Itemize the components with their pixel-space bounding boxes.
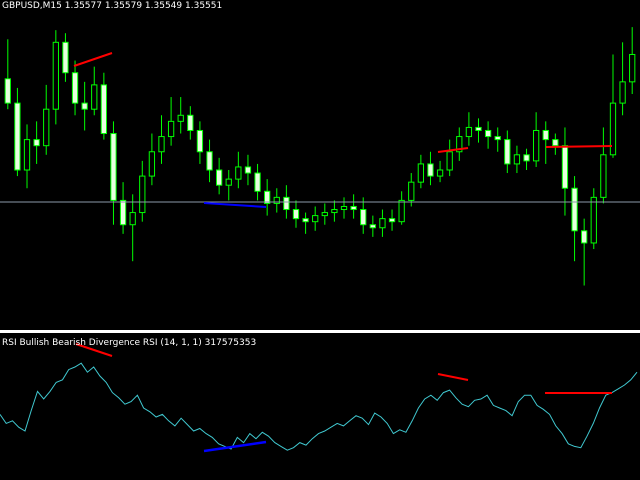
candle-body [408, 181, 415, 201]
main-divergence-lines [73, 52, 613, 208]
candle-body [350, 205, 357, 211]
candle-body [302, 218, 309, 223]
candle-body [542, 129, 549, 141]
candle-body [331, 209, 338, 214]
ohlc-values: 1.35577 1.35579 1.35549 1.35551 [64, 1, 223, 11]
candle-body [504, 139, 511, 165]
bullish-divergence-line [203, 440, 267, 453]
candle-body [254, 172, 261, 192]
candle-body [321, 212, 328, 217]
candle-body [110, 133, 117, 201]
candle-body [571, 187, 578, 232]
candlestick-series [4, 27, 636, 286]
candle-body [465, 126, 473, 138]
candle-body [71, 72, 79, 104]
candle-body [206, 151, 213, 171]
candle-body [484, 129, 492, 138]
candle-body [43, 108, 50, 147]
candle-body [81, 102, 88, 110]
candle-body [552, 139, 559, 147]
candle-body [292, 209, 300, 220]
candle-body [456, 136, 463, 153]
candle-body [379, 218, 386, 229]
candle-body [398, 199, 405, 223]
candle-body [283, 196, 290, 211]
candle-body [360, 209, 367, 226]
candle-body [264, 190, 271, 204]
candle-body [62, 41, 69, 74]
indicator-window-title: RSI Bullish Bearish Divergence RSI (14, … [2, 338, 257, 348]
main-window-header: GBPUSD,M15 1.35577 1.35579 1.35549 1.355… [2, 1, 222, 11]
candle-body [235, 166, 242, 180]
bearish-divergence-line [545, 145, 613, 148]
candle-body [513, 154, 521, 165]
bearish-divergence-line [437, 147, 469, 153]
bearish-divergence-line [73, 52, 113, 67]
candle-body [33, 139, 40, 147]
candle-body [244, 166, 252, 174]
indicator-divergence-lines [75, 343, 612, 453]
candle-body [100, 84, 108, 135]
candle-body [273, 196, 280, 204]
candle-body [340, 205, 348, 211]
candle-body [494, 136, 501, 141]
candle-body [600, 154, 607, 198]
candle-body [561, 145, 569, 189]
candle-body [52, 41, 59, 110]
candle-body [609, 102, 617, 156]
candle-body [619, 81, 626, 104]
candle-body [158, 136, 165, 153]
candle-body [14, 102, 21, 171]
candle-body [148, 151, 156, 177]
bullish-divergence-line [203, 202, 267, 208]
candle-body [523, 154, 530, 162]
bearish-divergence-line [75, 343, 113, 357]
candle-body [475, 126, 482, 131]
candle-body [312, 215, 319, 223]
candle-body [139, 175, 146, 214]
candle-body [167, 120, 175, 138]
candle-body [436, 169, 444, 177]
candle-body [4, 78, 11, 104]
window-separator[interactable] [0, 330, 640, 333]
candle-body [532, 129, 540, 162]
candle-body [417, 163, 425, 183]
rsi-line [0, 362, 638, 451]
candle-body [388, 218, 396, 223]
candle-body [225, 178, 232, 186]
candle-body [129, 212, 136, 226]
candle-body [629, 53, 636, 83]
bearish-divergence-line [437, 373, 469, 381]
symbol-timeframe: GBPUSD,M15 [2, 1, 62, 11]
candle-body [177, 114, 184, 122]
candle-body [23, 139, 31, 171]
candle-body [91, 84, 98, 110]
candle-body [446, 151, 453, 171]
candle-body [427, 163, 434, 177]
candle-body [590, 196, 597, 244]
candle-body [119, 199, 127, 226]
candle-body [196, 129, 204, 153]
candle-body [215, 169, 223, 186]
candle-body [581, 230, 588, 244]
candle-body [187, 114, 194, 131]
candle-body [369, 224, 376, 229]
